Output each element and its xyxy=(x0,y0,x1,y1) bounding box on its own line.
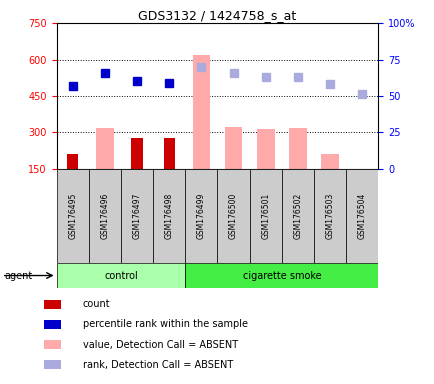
Text: GSM176495: GSM176495 xyxy=(68,193,77,239)
Text: count: count xyxy=(82,299,110,310)
Text: GSM176496: GSM176496 xyxy=(100,193,109,239)
Bar xyxy=(153,169,185,263)
Bar xyxy=(67,154,78,169)
Bar xyxy=(281,169,313,263)
Bar xyxy=(56,263,185,288)
Bar xyxy=(289,127,306,169)
Text: cigarette smoke: cigarette smoke xyxy=(242,270,320,281)
Bar xyxy=(43,320,61,329)
Bar xyxy=(345,169,378,263)
Bar xyxy=(121,169,153,263)
Bar xyxy=(185,263,378,288)
Text: GSM176499: GSM176499 xyxy=(197,193,205,239)
Bar xyxy=(321,154,338,169)
Text: GSM176504: GSM176504 xyxy=(357,193,366,239)
Text: control: control xyxy=(104,270,138,281)
Text: percentile rank within the sample: percentile rank within the sample xyxy=(82,319,247,329)
Bar xyxy=(192,55,210,169)
Text: agent: agent xyxy=(4,270,33,281)
Bar xyxy=(96,127,113,169)
Text: GSM176501: GSM176501 xyxy=(261,193,270,239)
Bar xyxy=(313,169,345,263)
Bar xyxy=(43,300,61,309)
Bar xyxy=(217,169,249,263)
Bar xyxy=(249,169,281,263)
Bar xyxy=(131,138,142,169)
Text: GSM176500: GSM176500 xyxy=(229,193,237,239)
Text: GSM176503: GSM176503 xyxy=(325,193,334,239)
Bar xyxy=(163,138,174,169)
Bar xyxy=(43,340,61,349)
Text: GSM176498: GSM176498 xyxy=(164,193,173,239)
Text: rank, Detection Call = ABSENT: rank, Detection Call = ABSENT xyxy=(82,360,232,370)
Text: GSM176502: GSM176502 xyxy=(293,193,302,239)
Bar xyxy=(43,361,61,369)
Bar xyxy=(256,129,274,169)
Text: GSM176497: GSM176497 xyxy=(132,193,141,239)
Bar xyxy=(224,127,242,169)
Text: value, Detection Call = ABSENT: value, Detection Call = ABSENT xyxy=(82,339,237,350)
Title: GDS3132 / 1424758_s_at: GDS3132 / 1424758_s_at xyxy=(138,9,296,22)
Bar xyxy=(185,169,217,263)
Bar xyxy=(89,169,121,263)
Bar xyxy=(56,169,89,263)
